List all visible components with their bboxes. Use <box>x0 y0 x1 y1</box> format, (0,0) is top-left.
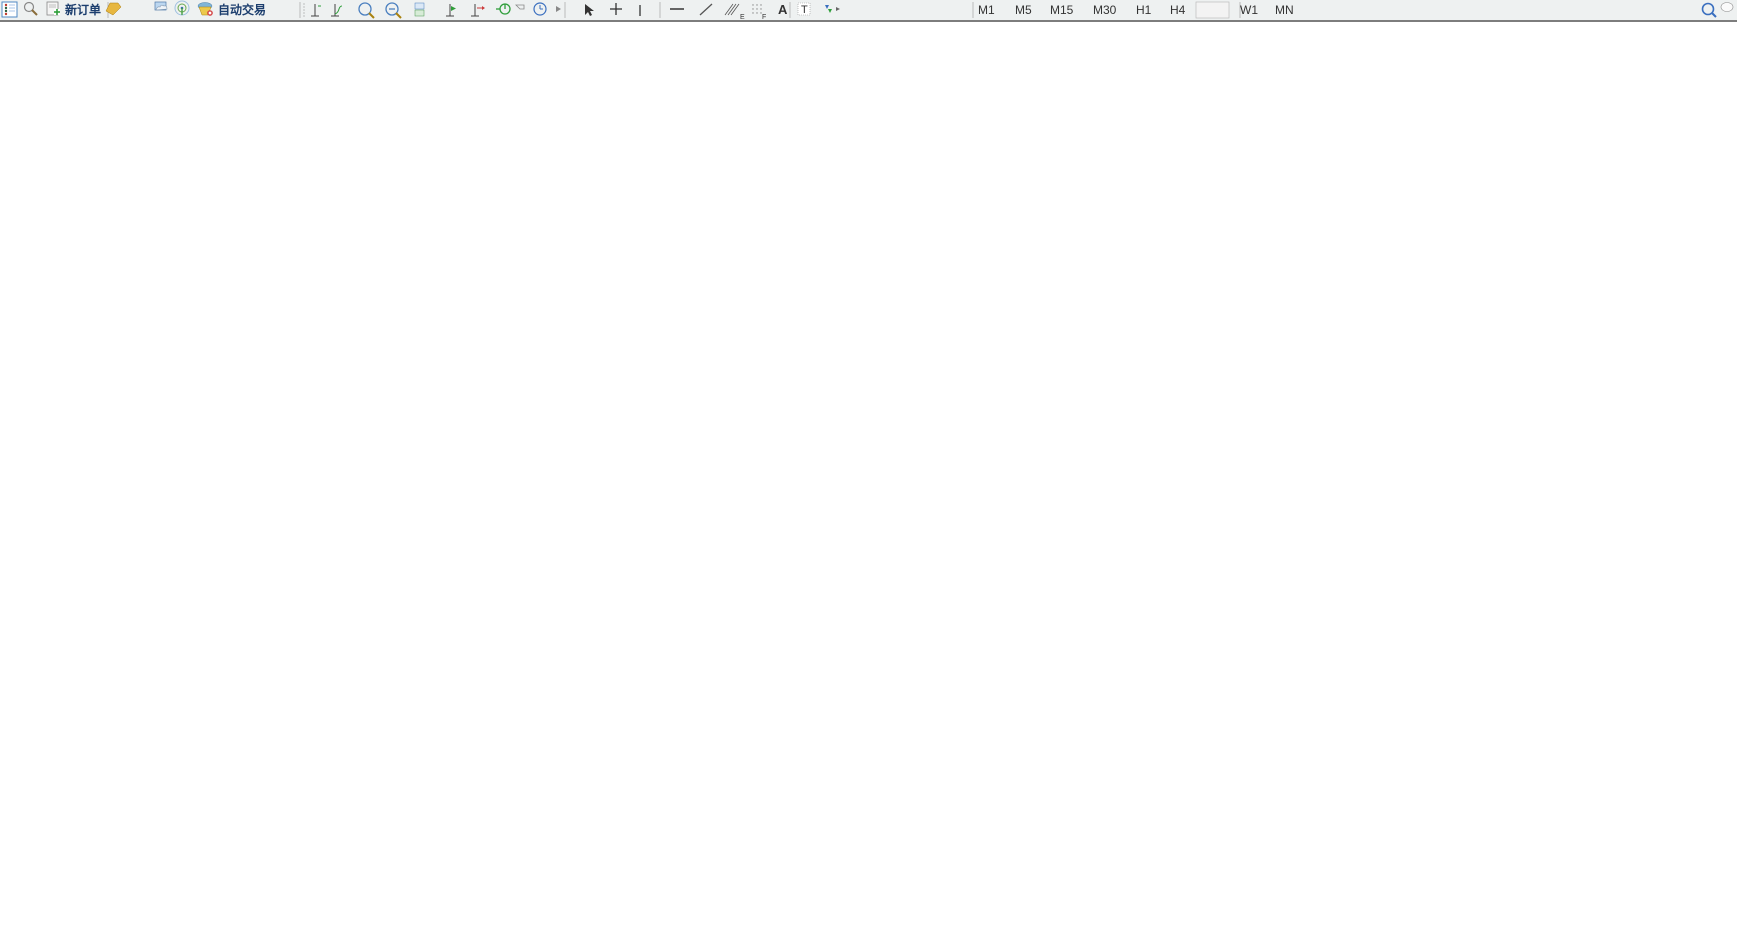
svg-text:MN: MN <box>1275 3 1294 17</box>
svg-text:自动交易: 自动交易 <box>218 2 266 17</box>
svg-text:M1: M1 <box>978 3 995 17</box>
svg-text:H4: H4 <box>1170 3 1186 17</box>
svg-text:A: A <box>778 2 788 17</box>
svg-text:F: F <box>762 14 766 20</box>
svg-text:M15: M15 <box>1050 3 1074 17</box>
svg-text:W1: W1 <box>1240 3 1258 17</box>
svg-text:H1: H1 <box>1136 3 1152 17</box>
svg-text:新订单: 新订单 <box>65 2 101 17</box>
svg-text:M30: M30 <box>1093 3 1117 17</box>
svg-text:M5: M5 <box>1015 3 1032 17</box>
svg-text:T: T <box>801 4 808 16</box>
svg-text:E: E <box>740 14 745 20</box>
